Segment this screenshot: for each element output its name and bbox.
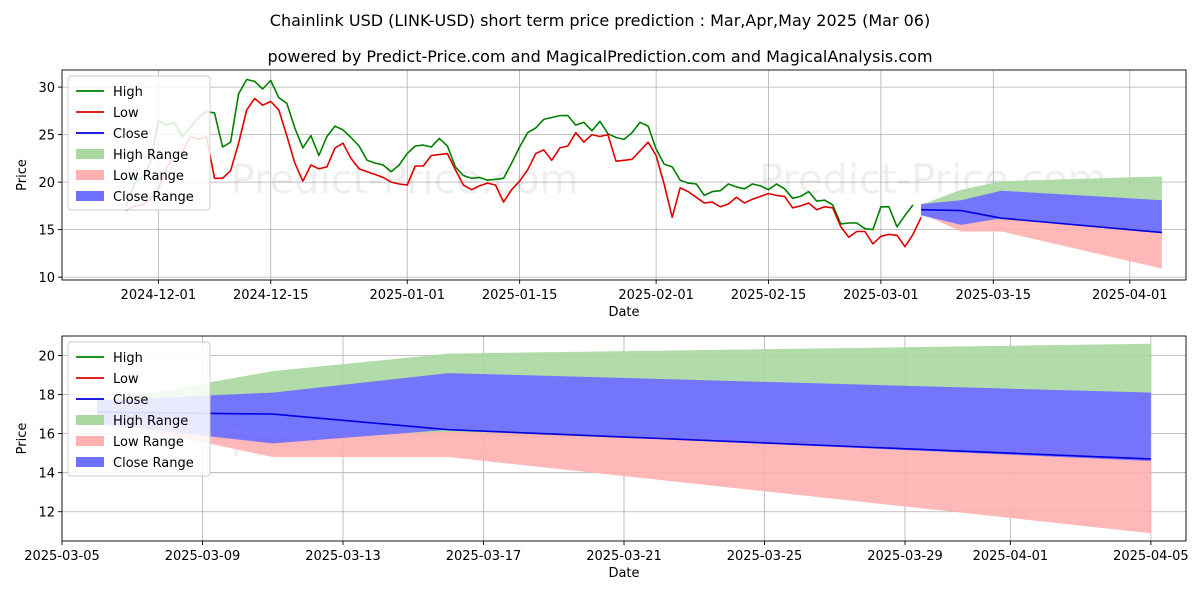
x-tick-label: 2025-03-01 (843, 288, 919, 303)
y-tick-label: 20 (38, 350, 55, 365)
x-tick-label: 2025-03-29 (867, 549, 943, 564)
legend-swatch-close_range (76, 457, 104, 467)
legend-label-low_range: Low Range (113, 435, 184, 450)
y-tick-label: 18 (38, 389, 55, 404)
y-tick-label: 30 (38, 81, 55, 96)
x-tick-label: 2025-03-17 (446, 549, 522, 564)
legend-label-low: Low (113, 372, 139, 387)
x-tick-label: 2025-04-01 (1092, 288, 1168, 303)
legend-swatch-high_range (76, 149, 104, 159)
x-tick-label: 2024-12-15 (233, 288, 309, 303)
x-tick-label: 2025-04-05 (1113, 549, 1189, 564)
plot-area (125, 78, 1162, 269)
legend-label-high_range: High Range (113, 148, 188, 163)
legend-swatch-low_range (76, 436, 104, 446)
x-tick-label: 2025-02-15 (731, 288, 807, 303)
y-axis-label: Price (15, 159, 30, 191)
legend-swatch-high_range (76, 415, 104, 425)
y-tick-label: 25 (38, 129, 55, 144)
chart-title: Chainlink USD (LINK-USD) short term pric… (270, 11, 930, 30)
close-series-line (921, 208, 1162, 234)
y-tick-label: 15 (38, 224, 55, 239)
legend-swatch-close_range (76, 191, 104, 201)
legend-label-close_range: Close Range (113, 190, 194, 205)
high-series-line (125, 78, 914, 231)
legend-label-high: High (113, 351, 143, 366)
x-tick-label: 2025-01-01 (369, 288, 445, 303)
x-tick-label: 2025-03-09 (165, 549, 241, 564)
close-range-band (97, 373, 1151, 461)
x-tick-label: 2025-03-13 (305, 549, 381, 564)
legend: High Low Close High Range Low Range Close Ran… (67, 341, 211, 477)
x-tick-label: 2024-12-01 (121, 288, 197, 303)
legend-label-close_range: Close Range (113, 456, 194, 471)
legend-label-low_range: Low Range (113, 169, 184, 184)
legend-label-close: Close (113, 393, 148, 408)
plot-area (97, 343, 1151, 534)
x-tick-label: 2025-03-05 (24, 549, 100, 564)
y-tick-label: 10 (38, 271, 55, 286)
legend: High Low Close High Range Low Range Close Ran… (67, 75, 211, 211)
x-axis-label: Date (608, 566, 639, 581)
watermark: Predict-Price.com (231, 157, 579, 203)
plot-frame (61, 69, 1187, 281)
bottom-chart-panel: Predict-Price.comPredict-Price.com2025-0… (15, 335, 1189, 581)
y-tick-label: 20 (38, 176, 55, 191)
x-tick-label: 2025-03-15 (956, 288, 1032, 303)
y-axis-label: Price (15, 423, 30, 455)
y-tick-label: 14 (38, 467, 55, 482)
low-series-line (125, 97, 922, 248)
legend-label-low: Low (113, 106, 139, 121)
chart-subtitle: powered by Predict-Price.com and Magical… (267, 47, 932, 66)
x-tick-label: 2025-02-01 (618, 288, 694, 303)
x-tick-label: 2025-03-25 (727, 549, 803, 564)
close-range-band (921, 190, 1162, 234)
x-axis-label: Date (608, 305, 639, 320)
legend-label-close: Close (113, 127, 148, 142)
legend-label-high: High (113, 85, 143, 100)
y-tick-label: 12 (38, 506, 55, 521)
y-tick-label: 16 (38, 428, 55, 443)
top-chart-panel: Predict-Price.com Predict-Price.com2024-1… (15, 69, 1187, 320)
legend-label-high_range: High Range (113, 414, 188, 429)
x-tick-label: 2025-01-15 (482, 288, 558, 303)
x-tick-label: 2025-04-01 (973, 549, 1049, 564)
x-tick-label: 2025-03-21 (586, 549, 662, 564)
legend-swatch-low_range (76, 170, 104, 180)
